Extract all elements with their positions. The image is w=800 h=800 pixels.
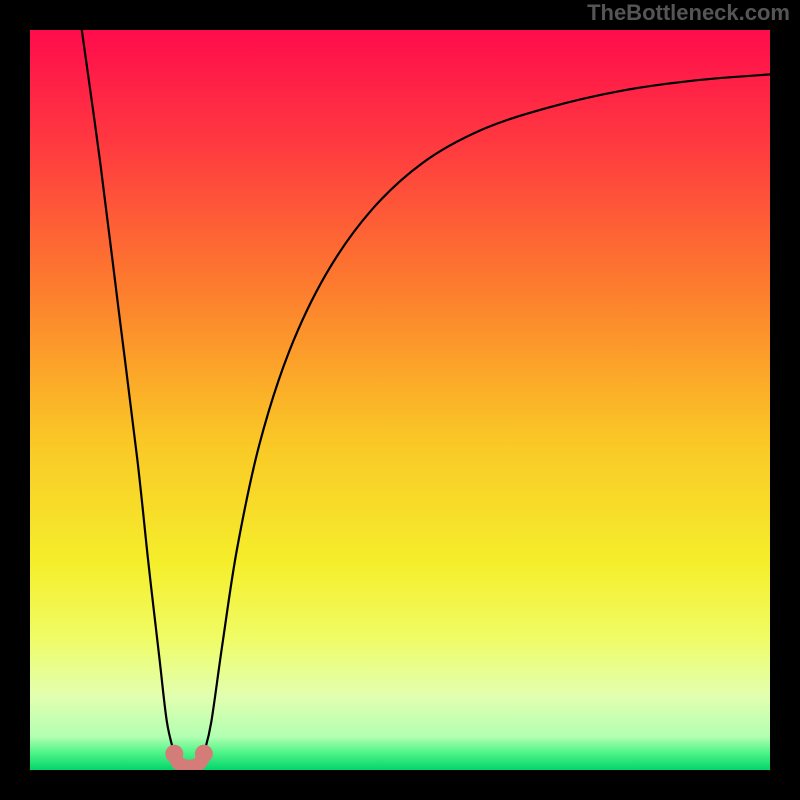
watermark-text: TheBottleneck.com bbox=[587, 0, 790, 26]
plot-area bbox=[30, 30, 770, 770]
bottleneck-curve bbox=[30, 30, 770, 770]
chart-canvas: TheBottleneck.com bbox=[0, 0, 800, 800]
